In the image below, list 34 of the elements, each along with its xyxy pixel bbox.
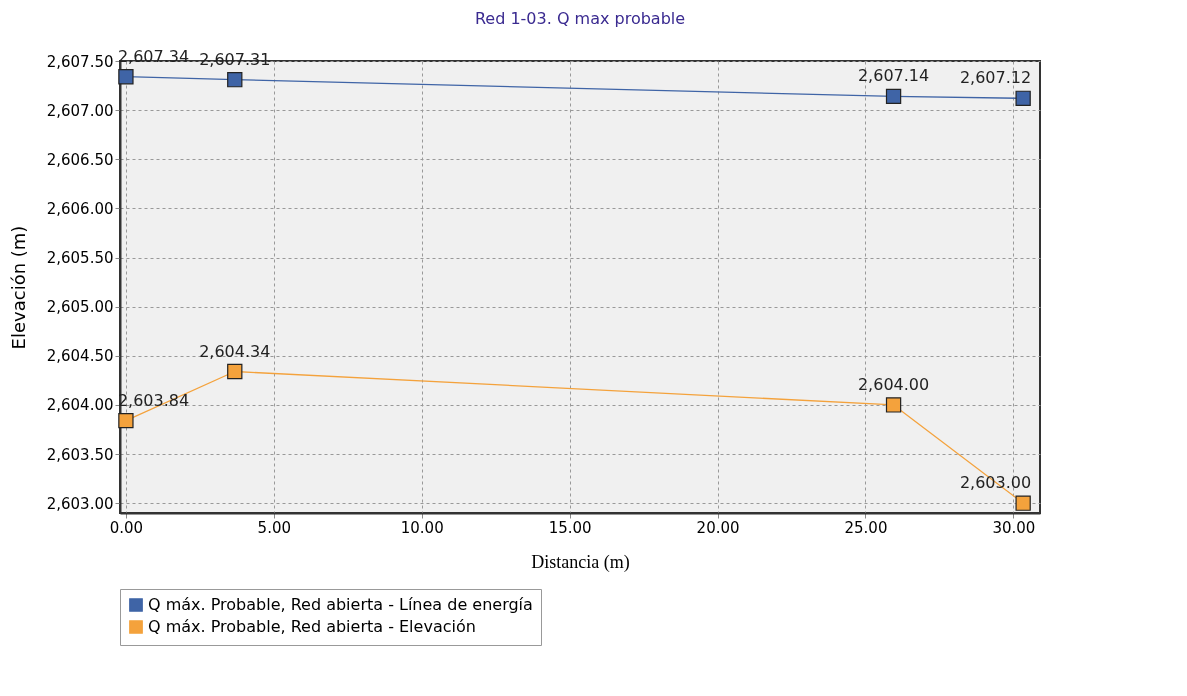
x-tick-label: 15.00: [548, 518, 592, 537]
x-axis-title: Distancia (m): [531, 551, 630, 573]
point: [227, 363, 243, 380]
data-label: 2,604.00: [857, 374, 930, 394]
chart-title: Red 1-03. Q max probable: [474, 8, 686, 28]
point: [118, 412, 134, 429]
legend-label: Q máx. Probable, Red abierta - Elevación: [148, 617, 476, 636]
y-tick-label: 2,606.00: [46, 199, 114, 218]
y-tick-label: 2,605.00: [46, 298, 114, 317]
x-tick-label: 10.00: [400, 518, 444, 537]
y-tick-label: 2,604.50: [46, 347, 114, 366]
point: [227, 72, 243, 88]
point: [885, 88, 902, 105]
y-tick-label: 2,607.00: [46, 101, 114, 120]
y-tick-label: 2,607.50: [46, 52, 114, 71]
data-label: 2,604.34: [199, 341, 271, 361]
x-tick-label: 5.00: [257, 518, 292, 537]
x-tick-label: 0.00: [109, 518, 144, 537]
y-tick-label: 2,605.50: [46, 249, 114, 268]
y-axis-title: Elevación (m): [7, 225, 29, 350]
point: [885, 397, 902, 413]
data-label: 2,607.14: [857, 66, 930, 86]
x-tick-label: 25.00: [844, 518, 888, 537]
point: [1015, 495, 1031, 511]
x-tick-label: 30.00: [992, 518, 1036, 537]
y-tick-label: 2,603.00: [46, 494, 114, 513]
y-tick-label: 2,604.00: [46, 396, 114, 415]
legend-label: Q máx. Probable, Red abierta - Línea de energía: [148, 595, 533, 614]
point: [1015, 90, 1031, 107]
point: [118, 69, 134, 85]
data-label: 2,607.12: [959, 68, 1032, 88]
x-tick-label: 20.00: [696, 518, 740, 537]
y-tick-label: 2,603.50: [46, 445, 114, 464]
y-tick-label: 2,606.50: [46, 150, 114, 169]
